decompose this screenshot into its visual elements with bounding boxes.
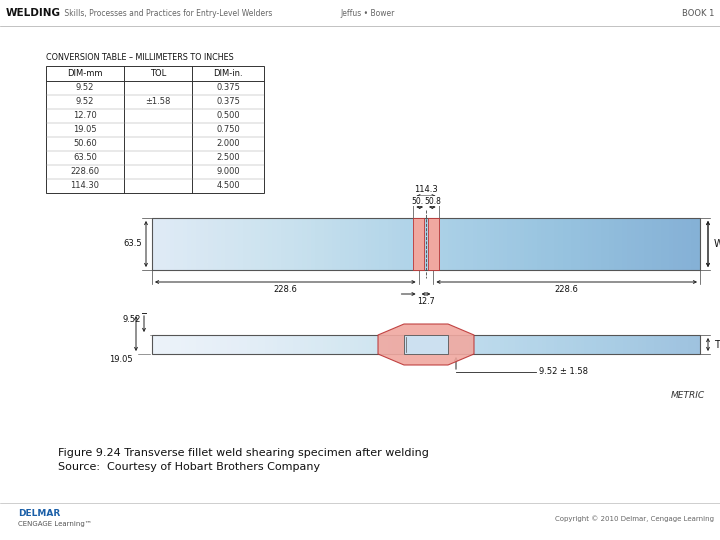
Text: T: T: [714, 340, 720, 349]
Text: 12.70: 12.70: [73, 111, 97, 120]
Text: 50.8: 50.8: [411, 197, 428, 206]
Text: 50.60: 50.60: [73, 139, 97, 148]
Text: Skills, Processes and Practices for Entry-Level Welders: Skills, Processes and Practices for Entr…: [62, 9, 272, 17]
Text: Jeffus • Bower: Jeffus • Bower: [340, 9, 395, 17]
Text: 19.05: 19.05: [73, 125, 96, 134]
Text: DIM-in.: DIM-in.: [213, 69, 243, 78]
Text: 9.52: 9.52: [76, 98, 94, 106]
Text: 4.500: 4.500: [216, 181, 240, 191]
Text: 63.50: 63.50: [73, 153, 97, 163]
Text: 19.05: 19.05: [109, 355, 133, 364]
Bar: [413, 218, 424, 270]
Text: 0.500: 0.500: [216, 111, 240, 120]
Text: 63.5: 63.5: [123, 240, 142, 248]
Text: 228.6: 228.6: [555, 286, 579, 294]
Text: 9.52: 9.52: [122, 315, 141, 325]
Text: Source:  Courtesy of Hobart Brothers Company: Source: Courtesy of Hobart Brothers Comp…: [58, 462, 320, 472]
Text: 2.500: 2.500: [216, 153, 240, 163]
Bar: [428, 218, 438, 270]
Bar: [152, 218, 700, 270]
Text: 114.3: 114.3: [414, 185, 438, 193]
Text: 0.375: 0.375: [216, 98, 240, 106]
Text: 9.52 ± 1.58: 9.52 ± 1.58: [539, 368, 588, 376]
Text: 50.8: 50.8: [424, 197, 441, 206]
Text: 12.7: 12.7: [417, 296, 435, 306]
Text: METRIC: METRIC: [671, 392, 705, 401]
Text: 0.375: 0.375: [216, 84, 240, 92]
Text: W: W: [714, 239, 720, 249]
Bar: [152, 335, 700, 354]
Polygon shape: [378, 324, 474, 365]
Text: 114.30: 114.30: [71, 181, 99, 191]
Text: BOOK 1: BOOK 1: [682, 9, 714, 17]
Text: Figure 9.24 Transverse fillet weld shearing specimen after welding: Figure 9.24 Transverse fillet weld shear…: [58, 448, 429, 458]
Bar: [46, 66, 264, 193]
Bar: [404, 335, 448, 354]
Text: 0.750: 0.750: [216, 125, 240, 134]
Text: WELDING: WELDING: [6, 8, 61, 18]
Text: 9.000: 9.000: [216, 167, 240, 177]
Text: TOL: TOL: [150, 69, 166, 78]
Text: CENGAGE Learning™: CENGAGE Learning™: [18, 521, 91, 527]
Text: 228.60: 228.60: [71, 167, 99, 177]
Text: DELMAR: DELMAR: [18, 510, 60, 518]
Text: 9.52: 9.52: [76, 84, 94, 92]
Text: 2.000: 2.000: [216, 139, 240, 148]
Text: ±1.58: ±1.58: [145, 98, 171, 106]
Text: Copyright © 2010 Delmar, Cengage Learning: Copyright © 2010 Delmar, Cengage Learnin…: [555, 516, 714, 522]
Text: CONVERSION TABLE – MILLIMETERS TO INCHES: CONVERSION TABLE – MILLIMETERS TO INCHES: [46, 53, 234, 62]
Text: DIM-mm: DIM-mm: [67, 69, 103, 78]
Text: 228.6: 228.6: [274, 286, 297, 294]
